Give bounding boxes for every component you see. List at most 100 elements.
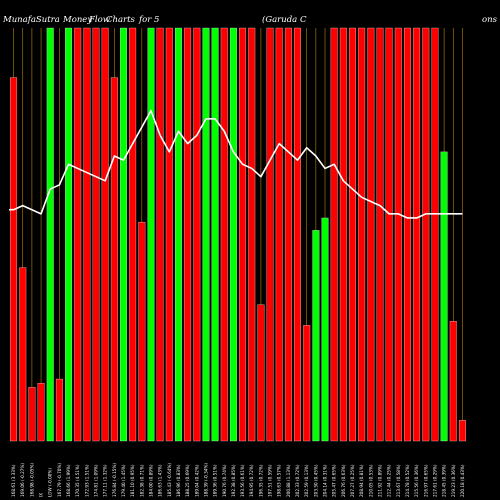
- bar-red: [138, 221, 146, 442]
- bar-red: [257, 304, 265, 442]
- x-tick-label: 196.35 (0.72%): [258, 464, 263, 497]
- x-tick-label: 206.76 (0.63%): [341, 464, 346, 497]
- x-tick-label: 210.05 (0.53%): [368, 464, 373, 497]
- x-tick-label: 192.38 (0.85%): [231, 464, 236, 497]
- x-tick-label: 194.95 (0.72%): [249, 464, 254, 497]
- x-tick-label: 219.23 (0.36%): [451, 464, 456, 497]
- x-tick-label: 184.00 (0.89%): [148, 464, 153, 497]
- x-tick-label: 167.79 (-0.70%): [57, 463, 62, 497]
- x-tick-label: 185.43 (-0.64%): [167, 463, 172, 497]
- x-tick-label: 213.67 (0.58%): [396, 464, 401, 497]
- x-tick-label: 215.56 (0.36%): [414, 464, 419, 497]
- chart-title-part: Money: [62, 15, 92, 25]
- bar-red: [394, 27, 402, 442]
- bar-red: [266, 27, 274, 442]
- chart-title-part: (Garuda: [262, 14, 297, 25]
- x-tick-label: 214.78 (0.52%): [405, 464, 410, 497]
- x-tick-label: 188.25 (0.69%): [185, 464, 190, 497]
- x-tick-label: 197.51 (0.59%): [268, 464, 273, 497]
- x-tick-label: IX: [39, 493, 44, 497]
- x-tick-label: 179.40 (1.45%): [121, 464, 126, 497]
- x-tick-label: 202.59 (0.13%): [304, 464, 309, 497]
- x-tick-label: 168.98 (-0.05%): [29, 463, 34, 497]
- bar-green: [321, 217, 329, 442]
- bar-red: [413, 27, 421, 442]
- bar-red: [358, 27, 366, 442]
- x-tick-label: 177.11 (1.32%): [103, 464, 108, 497]
- bar-red: [284, 27, 292, 442]
- bar-green: [46, 27, 54, 442]
- x-tick-label: 216.97 (0.65%): [423, 464, 428, 497]
- bar-red: [110, 77, 118, 442]
- x-tick-label: 203.50 (0.45%): [313, 464, 318, 497]
- bar-red: [74, 27, 82, 442]
- x-tick-label: 212.44 (0.25%): [387, 464, 392, 497]
- x-tick-label: 188.39 (-0.34%): [203, 463, 208, 497]
- bar-red: [367, 27, 375, 442]
- x-tick-label: 205.47 (0.65%): [332, 464, 337, 497]
- x-tick-label: 169.06 (-0.27%): [20, 463, 25, 497]
- x-tick-label: 190.76 (0.74%): [222, 464, 227, 497]
- x-tick-label: 168.66 (1.99%): [66, 464, 71, 497]
- bar-red: [294, 27, 301, 442]
- chart-title-part: ons: [482, 15, 498, 25]
- x-tick-label: 182.38 (0.71%): [139, 464, 144, 497]
- bar-green: [202, 27, 210, 442]
- x-tick-label: 207.27 (0.25%): [350, 464, 355, 497]
- bar-red: [330, 27, 338, 442]
- bar-red: [101, 27, 109, 442]
- chart-title-part: for 5: [138, 15, 159, 25]
- bar-red: [28, 387, 36, 442]
- x-tick-label: LOW (-0.00%): [48, 468, 53, 497]
- x-tick-label: 200.88 (1.13%): [286, 464, 291, 497]
- x-tick-label: 204.14 (0.31%): [323, 464, 328, 497]
- bar-red: [431, 27, 439, 442]
- bar-red: [385, 27, 393, 442]
- x-tick-label: 198.63 (0.57%): [277, 464, 282, 497]
- bar-red: [404, 27, 411, 442]
- bar-green: [440, 151, 448, 442]
- bar-green: [120, 27, 127, 442]
- x-tick-label: 170.35 (4.51%): [75, 464, 80, 497]
- bar-red: [193, 27, 201, 442]
- x-tick-label: 186.96 (0.83%): [176, 464, 181, 497]
- bar-red: [37, 383, 45, 442]
- bar-red: [10, 77, 18, 442]
- bar-red: [275, 27, 283, 442]
- chart-title-part: Charts: [106, 15, 136, 25]
- bar-green: [65, 27, 72, 442]
- line-layer: [9, 109, 463, 219]
- x-tick-label: 174.81 (1.09%): [94, 464, 99, 497]
- bar-red: [449, 321, 457, 442]
- bar-red: [184, 27, 192, 442]
- bar-green: [211, 27, 219, 442]
- bar-red: [156, 27, 164, 442]
- x-tick-label: 217.61 (0.29%): [432, 464, 437, 497]
- bar-green: [229, 27, 237, 442]
- bar-red: [83, 27, 91, 442]
- bar-red: [422, 27, 430, 442]
- x-tick-label: 189.36 (0.51%): [213, 464, 218, 497]
- bar-red: [165, 27, 173, 442]
- bar-red: [458, 420, 466, 442]
- bar-layer: [10, 27, 466, 442]
- bar-green: [312, 230, 320, 442]
- x-tick-label: 208.94 (0.81%): [359, 464, 364, 497]
- x-tick-label: 168.61 (3.33%): [11, 464, 16, 497]
- x-tick-label: 220.18 (0.43%): [460, 464, 465, 497]
- bar-red: [92, 27, 100, 442]
- chart-title-part: MunafaSutra: [2, 15, 60, 25]
- chart-title-part: Flow: [88, 15, 111, 25]
- bar-red: [339, 27, 347, 442]
- bar-red: [376, 27, 384, 442]
- label-layer: 168.61 (3.33%) 169.06 (-0.27%) 168.98 (-0.…: [11, 463, 465, 497]
- x-tick-label: 181.10 (0.95%): [130, 464, 135, 497]
- x-tick-label: 172.93 (1.51%): [84, 464, 89, 497]
- x-tick-label: 202.33 (0.72%): [295, 464, 300, 497]
- bar-red: [129, 27, 137, 442]
- bar-red: [19, 267, 27, 442]
- x-tick-label: 218.45 (0.39%): [442, 464, 447, 497]
